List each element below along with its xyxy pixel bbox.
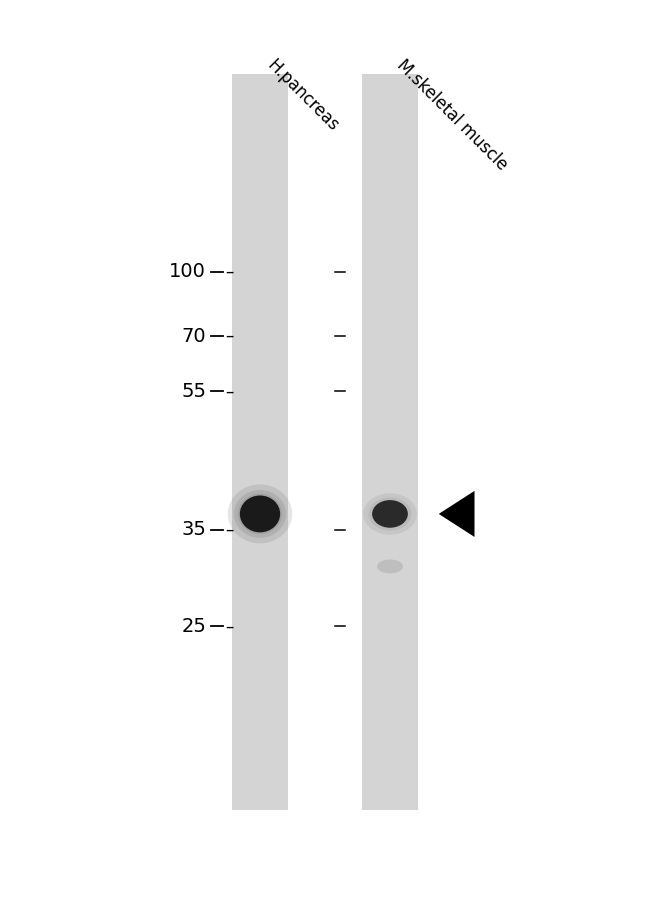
Ellipse shape: [372, 500, 408, 528]
Text: 70: 70: [181, 327, 206, 345]
Ellipse shape: [363, 494, 417, 534]
Text: 55: 55: [181, 382, 206, 401]
Ellipse shape: [377, 559, 403, 573]
Ellipse shape: [234, 490, 286, 538]
Text: M.skeletal muscle: M.skeletal muscle: [393, 56, 511, 174]
Ellipse shape: [227, 484, 292, 543]
Text: –: –: [226, 327, 234, 345]
Text: 100: 100: [169, 262, 206, 281]
Bar: [363, 74, 417, 810]
Text: 35: 35: [181, 520, 206, 539]
Ellipse shape: [238, 494, 282, 534]
Text: –: –: [226, 520, 234, 539]
Text: –: –: [226, 382, 234, 401]
Ellipse shape: [240, 495, 280, 532]
Ellipse shape: [369, 497, 411, 530]
Text: H.pancreas: H.pancreas: [263, 56, 342, 135]
Text: 25: 25: [181, 617, 206, 635]
Bar: [233, 74, 288, 810]
Text: –: –: [226, 262, 234, 281]
Polygon shape: [439, 491, 474, 537]
Text: –: –: [226, 617, 234, 635]
